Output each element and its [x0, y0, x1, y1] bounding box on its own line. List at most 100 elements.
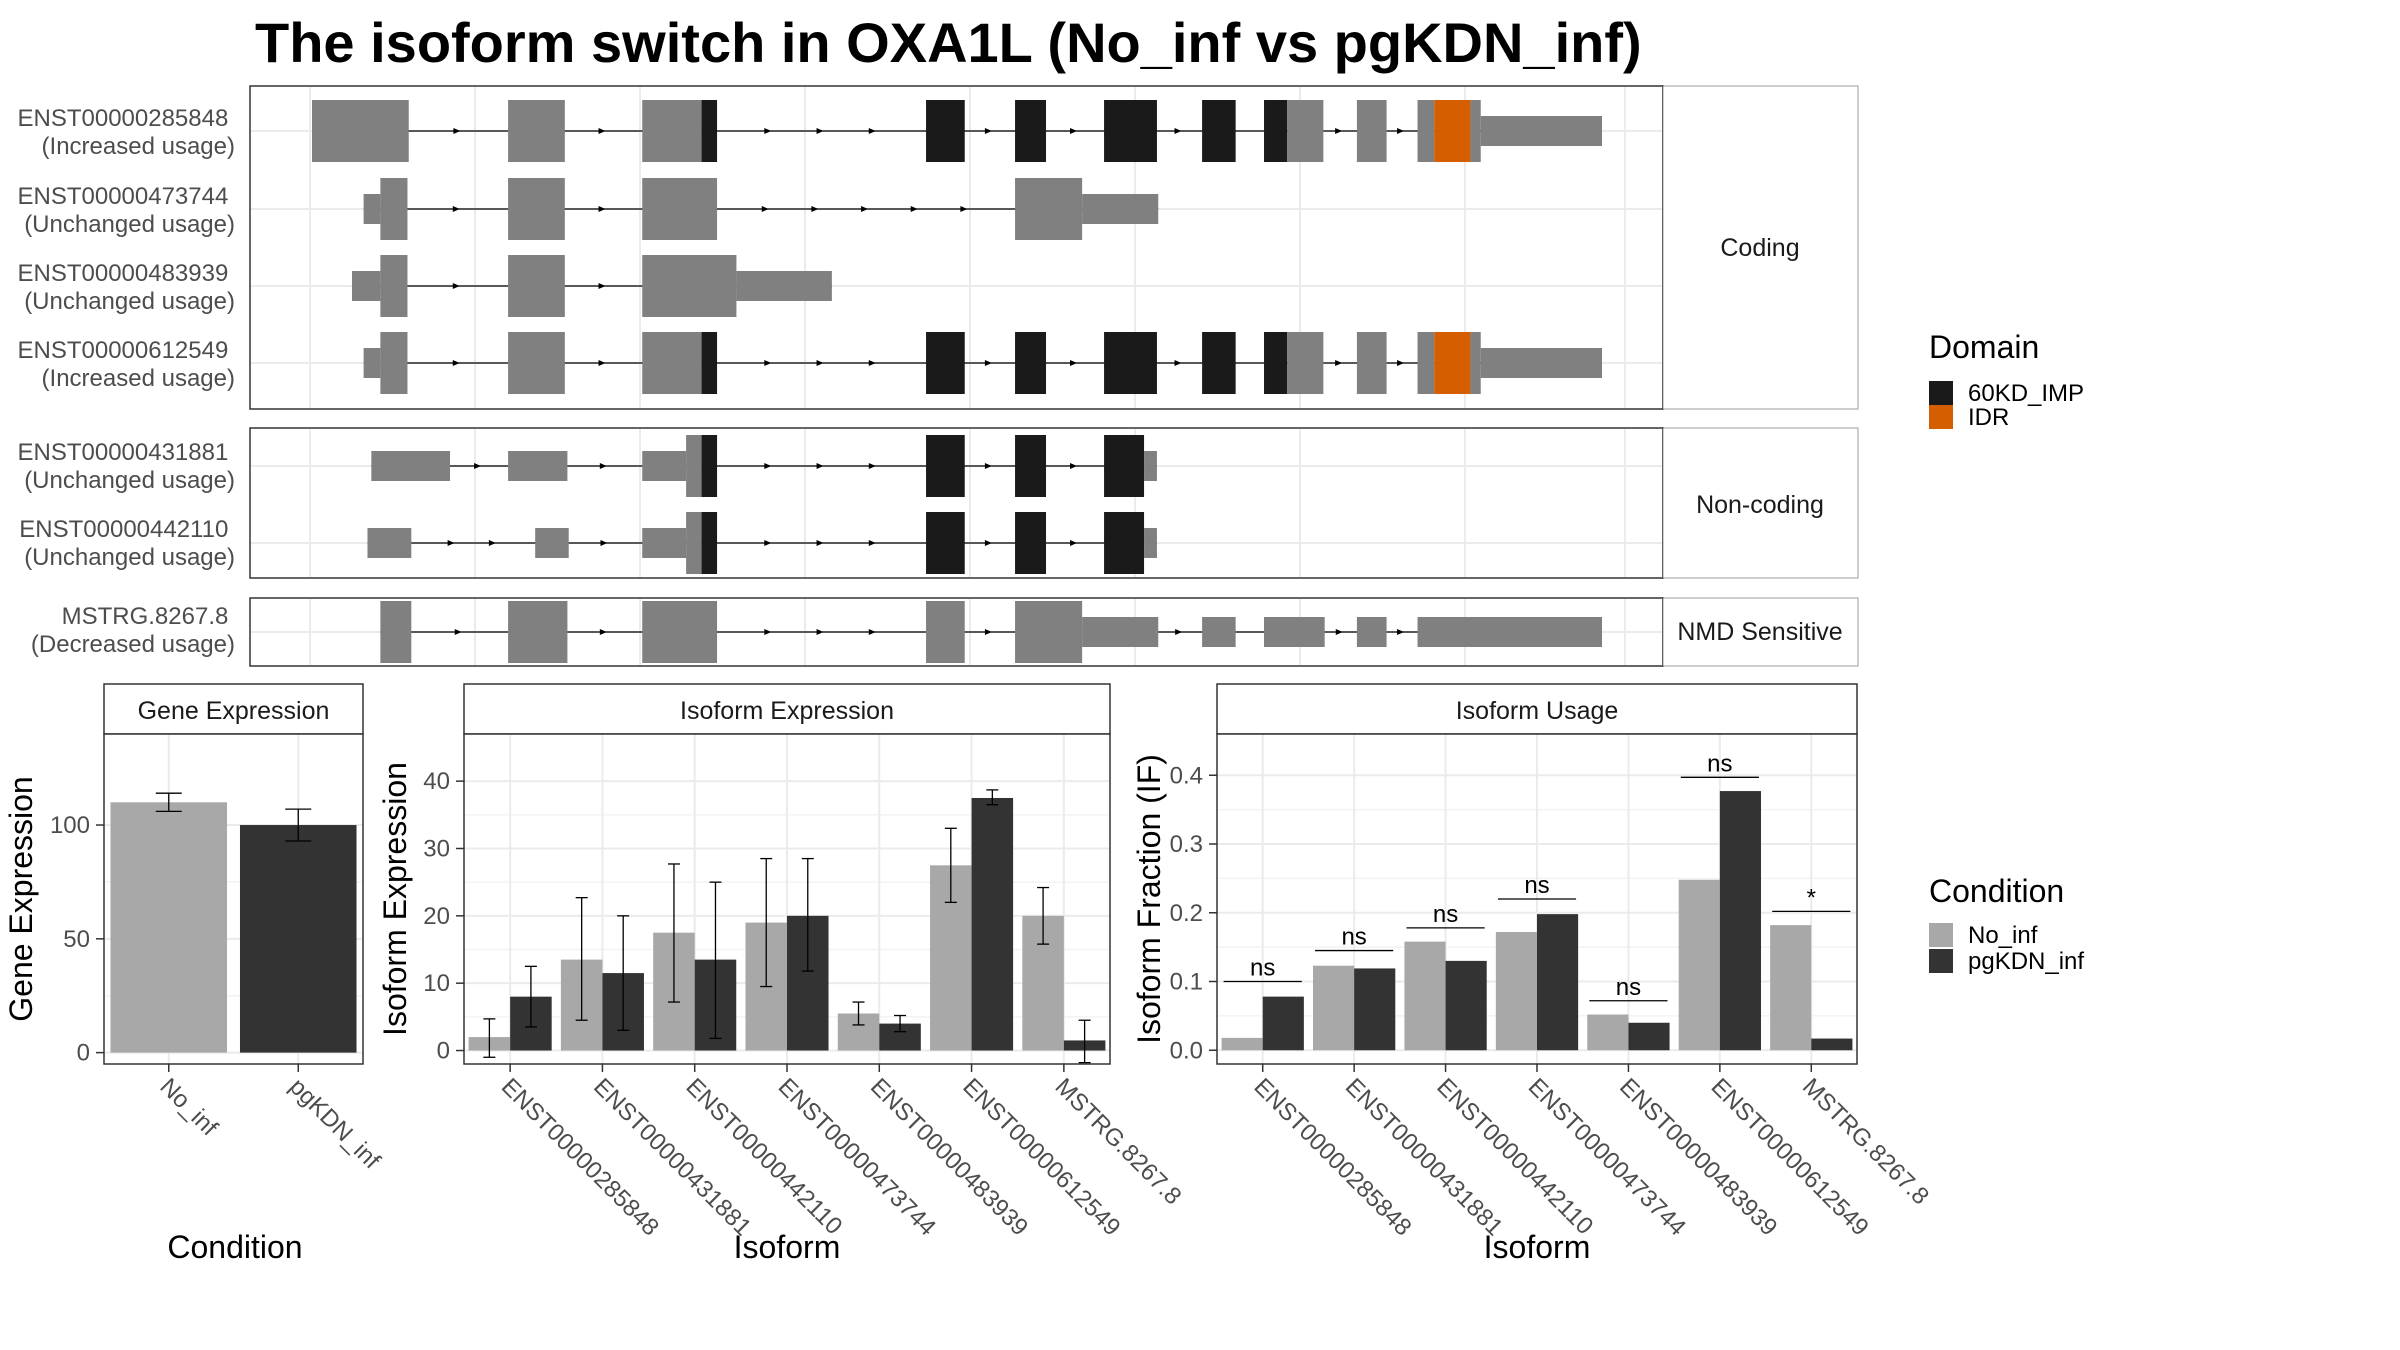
- isoform-usage-panel: Isoform Usage ns ns ns ns ns ns * 0.0 0.1 0.2 0.3 0.…: [1131, 683, 1934, 1265]
- intron-arrow: [761, 206, 769, 212]
- domain-block-IDR: [1434, 100, 1471, 162]
- strip-nmd: [1662, 597, 1859, 667]
- exon-block: [1356, 617, 1387, 647]
- x-tick-label: ENST00000473744: [773, 1073, 941, 1241]
- domain-block-60KD_IMP: [1104, 512, 1145, 574]
- intron-arrow: [599, 463, 607, 469]
- isoform-track-ENST00000612549: [363, 332, 1602, 394]
- exon-block: [1082, 617, 1159, 647]
- intron-arrow: [598, 360, 606, 366]
- intron-arrow: [816, 128, 824, 134]
- row-id-MSTRG.8267.8: MSTRG.8267.8: [62, 603, 229, 630]
- intron-arrow: [1070, 540, 1078, 546]
- row-usage-ENST00000473744: (Unchanged usage): [24, 211, 235, 238]
- significance-label: ns: [1433, 901, 1458, 928]
- structure-panel-nmd: NMD Sensitive: [249, 597, 1859, 667]
- legend-label-60KD_IMP: 60KD_IMP: [1968, 380, 2084, 407]
- legend-swatch-pgKDN_inf: [1929, 949, 1953, 973]
- bar-No_inf-MSTRG.8267.8: [1770, 925, 1812, 1051]
- structure-section: Coding Non-coding NMD Sensitive ENST0000…: [17, 85, 1859, 667]
- exon-block: [508, 100, 565, 162]
- row-label-ENST00000483939: ENST00000483939 (Unchanged usage): [17, 260, 235, 315]
- x-tick-label: ENST00000483939: [1614, 1073, 1782, 1241]
- significance-label: ns: [1707, 750, 1732, 777]
- intron-arrow: [868, 360, 876, 366]
- intron-arrow: [453, 128, 461, 134]
- row-id-ENST00000431881: ENST00000431881: [17, 439, 228, 466]
- intron-arrow: [868, 128, 876, 134]
- row-id-ENST00000285848: ENST00000285848: [17, 105, 228, 132]
- error-bar: [667, 863, 680, 1003]
- error-bar: [944, 827, 957, 904]
- error-bar: [894, 1014, 907, 1033]
- exon-block: [686, 512, 702, 574]
- bar-pgKDN_inf: [239, 825, 357, 1053]
- domain-block-60KD_IMP: [1264, 100, 1288, 162]
- exon-block: [1015, 178, 1083, 240]
- strip-noncoding: [1662, 427, 1859, 579]
- intron-arrow: [816, 540, 824, 546]
- exon-block: [1144, 451, 1157, 481]
- row-usage-ENST00000612549: (Increased usage): [42, 365, 235, 392]
- intron-arrow: [1174, 128, 1182, 134]
- intron-arrow: [1335, 360, 1343, 366]
- exon-block: [642, 528, 687, 558]
- x-axis-title: Isoform: [734, 1229, 841, 1265]
- intron-arrow: [1335, 629, 1343, 635]
- isoform-track-ENST00000483939: [351, 255, 832, 317]
- y-tick-label: 0.3: [1170, 831, 1203, 858]
- legend-label-No_inf: No_inf: [1968, 922, 2038, 949]
- panel-strip-title: Isoform Expression: [680, 697, 894, 725]
- intron-arrow: [474, 463, 482, 469]
- intron-arrow: [598, 206, 606, 212]
- exon-block: [1015, 601, 1083, 663]
- intron-arrow: [984, 540, 992, 546]
- bar-pgKDN_inf-ENST00000612549: [1719, 791, 1761, 1051]
- domain-block-60KD_IMP: [926, 100, 965, 162]
- exon-block: [312, 100, 409, 162]
- exon-block: [1202, 617, 1236, 647]
- panel-strip: [1216, 683, 1858, 735]
- domain-block-60KD_IMP: [1202, 332, 1236, 394]
- y-tick-label: 0.1: [1170, 969, 1203, 996]
- row-usage-MSTRG.8267.8: (Decreased usage): [31, 631, 235, 658]
- exon-block: [380, 332, 408, 394]
- exon-block: [1356, 100, 1387, 162]
- row-id-ENST00000473744: ENST00000473744: [17, 183, 228, 210]
- error-bar: [852, 1001, 865, 1026]
- error-bar: [709, 881, 722, 1040]
- exon-block: [642, 601, 718, 663]
- exon-block: [1470, 332, 1481, 394]
- bar-pgKDN_inf-ENST00000473744: [1537, 914, 1579, 1051]
- domain-block-60KD_IMP: [1015, 100, 1047, 162]
- legend-swatch-IDR: [1929, 405, 1953, 429]
- y-tick-label: 0.2: [1170, 900, 1203, 927]
- intron-arrow: [868, 463, 876, 469]
- isoform-track-ENST00000285848: [312, 100, 1602, 162]
- error-bar: [617, 915, 630, 1031]
- error-bar: [155, 792, 182, 813]
- exon-block: [371, 451, 451, 481]
- bar-No_inf-ENST00000473744: [1495, 932, 1537, 1051]
- exon-block: [1417, 100, 1435, 162]
- intron-arrow: [764, 128, 772, 134]
- y-tick-label: 0: [437, 1038, 450, 1065]
- significance-label: *: [1807, 884, 1816, 911]
- bar-pgKDN_inf-ENST00000442110: [1445, 960, 1487, 1051]
- error-bar: [524, 965, 537, 1028]
- strip-label-noncoding: Non-coding: [1696, 491, 1824, 519]
- row-label-ENST00000442110: ENST00000442110 (Unchanged usage): [19, 516, 235, 571]
- bar-No_inf-ENST00000442110: [1404, 941, 1446, 1051]
- intron-arrow: [1175, 629, 1183, 635]
- isoform-row-labels: ENST00000285848 (Increased usage) ENST00…: [17, 105, 235, 658]
- bar-pgKDN_inf-ENST00000612549: [971, 797, 1014, 1051]
- intron-arrow: [452, 206, 460, 212]
- x-tick-label: ENST00000612549: [957, 1073, 1125, 1241]
- significance-label: ns: [1524, 872, 1549, 899]
- x-tick-label: No_inf: [155, 1073, 223, 1141]
- intron-arrow: [984, 128, 992, 134]
- intron-arrow: [910, 206, 918, 212]
- x-tick-label: ENST00000431881: [1340, 1073, 1508, 1241]
- exon-block: [1264, 617, 1325, 647]
